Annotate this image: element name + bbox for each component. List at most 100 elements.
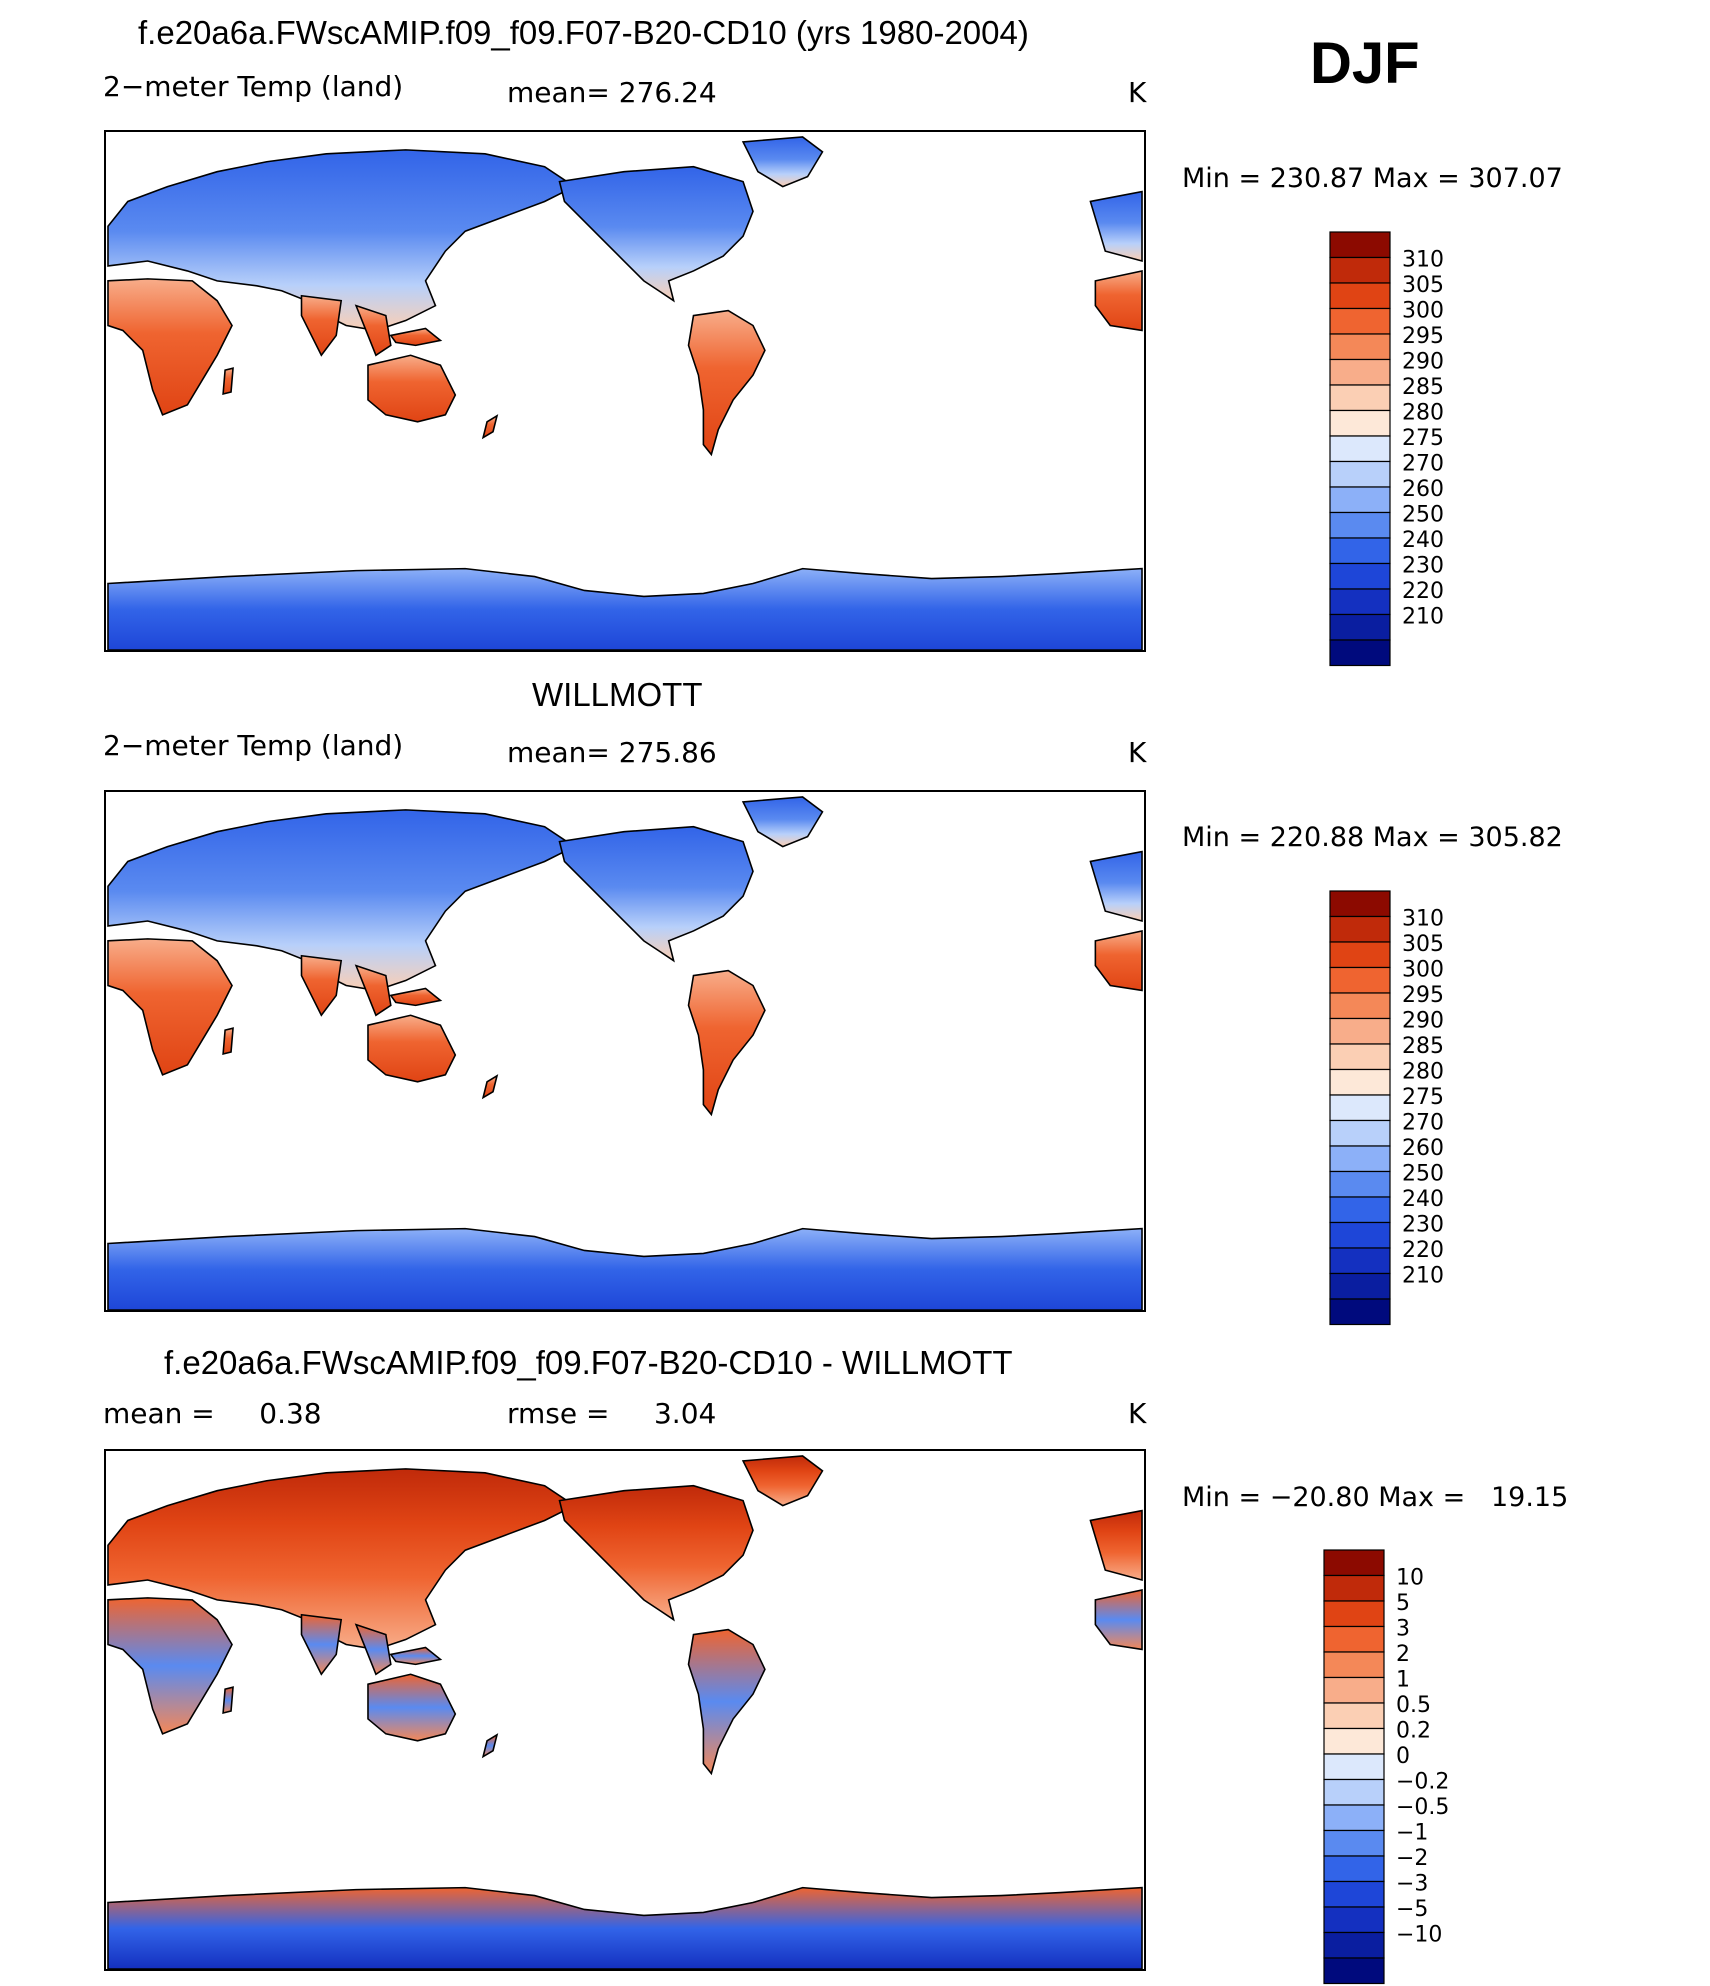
new-zealand	[481, 1733, 499, 1759]
colorbar-tick-label: 250	[1402, 503, 1444, 528]
greenland	[741, 136, 824, 188]
india-peninsula	[300, 294, 343, 357]
colorbar-swatch	[1323, 1778, 1385, 1806]
antarctica-landmass	[107, 1886, 1143, 1969]
panel-3-map-canvas	[107, 1455, 1143, 1969]
colorbar-swatch	[1329, 384, 1391, 412]
colorbar-swatch	[1329, 992, 1391, 1020]
colorbar-swatch	[1329, 231, 1391, 259]
panel-1-variable-label: 2−meter Temp (land)	[103, 70, 404, 103]
india-peninsula	[300, 1613, 343, 1676]
colorbar-swatch	[1323, 1880, 1385, 1908]
colorbar-swatch	[1329, 256, 1391, 284]
panel-1-title: f.e20a6a.FWscAMIP.f09_f09.F07-B20-CD10 (…	[138, 14, 1029, 51]
panel-2-units: K	[1128, 736, 1147, 769]
southeast-asia	[354, 1623, 392, 1676]
panel-3-colorbar: 10 5 3 2 1 0.5 0.2 0 −0.2 −0.5 −1 −2 −3 −5 −10	[1322, 1548, 1472, 1986]
colorbar-swatch	[1329, 1272, 1391, 1300]
colorbar-swatch	[1329, 1017, 1391, 1045]
madagascar	[222, 1686, 234, 1715]
colorbar-swatch	[1329, 941, 1391, 969]
colorbar-tick-label: 275	[1402, 1085, 1444, 1110]
colorbar-tick-label: 260	[1402, 1136, 1444, 1161]
panel-2-variable-label: 2−meter Temp (land)	[103, 729, 404, 762]
colorbar-swatch	[1323, 1625, 1385, 1653]
colorbar-tick-label: 250	[1402, 1162, 1444, 1187]
colorbar-tick-label: 300	[1402, 299, 1444, 324]
colorbar-swatch	[1329, 562, 1391, 590]
colorbar-tick-label: −1	[1396, 1821, 1428, 1846]
panel-1-units: K	[1128, 76, 1147, 109]
colorbar-swatch	[1329, 282, 1391, 310]
colorbar-tick-label: −0.5	[1396, 1795, 1449, 1820]
colorbar-tick-label: 220	[1402, 1238, 1444, 1263]
colorbar-tick-label: 2	[1396, 1642, 1410, 1667]
colorbar-tick-label: 305	[1402, 273, 1444, 298]
colorbar-tick-label: 210	[1402, 605, 1444, 630]
colorbar-tick-label: 295	[1402, 983, 1444, 1008]
colorbar-swatch	[1323, 1906, 1385, 1934]
south-america-landmass	[687, 1628, 766, 1776]
colorbar-tick-label: 0.2	[1396, 1719, 1431, 1744]
antarctica-landmass	[107, 1227, 1143, 1310]
colorbar-swatch	[1323, 1727, 1385, 1755]
australia-landmass	[367, 1014, 457, 1083]
panel-2-map	[104, 790, 1146, 1312]
north-america-landmass	[558, 165, 754, 303]
colorbar-swatch	[1323, 1753, 1385, 1781]
panel-1-map-canvas	[107, 136, 1143, 650]
africa-landmass	[107, 938, 233, 1076]
indonesia	[389, 1646, 443, 1666]
madagascar	[222, 1027, 234, 1056]
south-america-landmass	[687, 969, 766, 1117]
colorbar-swatch	[1323, 1574, 1385, 1602]
australia-landmass	[367, 1673, 457, 1742]
colorbar-swatch	[1329, 409, 1391, 437]
colorbar-tick-label: −5	[1396, 1897, 1428, 1922]
colorbar-tick-label: 275	[1402, 426, 1444, 451]
west-africa-edge	[1094, 929, 1143, 992]
africa-landmass	[107, 278, 233, 416]
colorbar-tick-label: 240	[1402, 1187, 1444, 1212]
panel-2-mean-label: mean= 275.86	[507, 736, 717, 769]
colorbar-tick-label: 290	[1402, 350, 1444, 375]
colorbar-tick-label: 270	[1402, 1111, 1444, 1136]
colorbar-tick-label: 260	[1402, 477, 1444, 502]
panel-3-units: K	[1128, 1397, 1147, 1430]
season-label: DJF	[1310, 31, 1420, 96]
colorbar-tick-label: 290	[1402, 1009, 1444, 1034]
panel-1-colorbar-svg: 3103053002952902852802752702602502402302…	[1329, 231, 1444, 667]
indonesia	[389, 327, 443, 347]
panel-3-mean-label: mean = 0.38	[103, 1397, 322, 1430]
panel-3-map	[104, 1449, 1146, 1971]
colorbar-tick-label: 240	[1402, 528, 1444, 553]
panel-2-range-label: Min = 220.88 Max = 305.82	[1182, 822, 1563, 853]
new-zealand	[481, 414, 499, 440]
colorbar-tick-label: 220	[1402, 579, 1444, 604]
colorbar-swatch	[1329, 1221, 1391, 1249]
colorbar-swatch	[1329, 966, 1391, 994]
colorbar-tick-label: 3	[1396, 1617, 1410, 1642]
colorbar-tick-label: −0.2	[1396, 1770, 1449, 1795]
colorbar-swatch	[1323, 1829, 1385, 1857]
india-peninsula	[300, 954, 343, 1017]
colorbar-swatch	[1329, 1094, 1391, 1122]
colorbar-swatch	[1329, 511, 1391, 539]
colorbar-swatch	[1329, 435, 1391, 463]
panel-3-rmse-label: rmse = 3.04	[507, 1397, 717, 1430]
south-america-landmass	[687, 309, 766, 457]
colorbar-swatch	[1323, 1855, 1385, 1883]
colorbar-tick-label: 285	[1402, 375, 1444, 400]
colorbar-swatch	[1323, 1931, 1385, 1959]
west-africa-edge	[1094, 269, 1143, 332]
africa-landmass	[107, 1597, 233, 1735]
colorbar-tick-label: 270	[1402, 452, 1444, 477]
eurasia-landmass	[107, 149, 576, 332]
colorbar-swatch	[1329, 333, 1391, 361]
colorbar-swatch	[1323, 1549, 1385, 1577]
west-africa-edge	[1094, 1588, 1143, 1651]
colorbar-swatch	[1329, 1196, 1391, 1224]
australia-landmass	[367, 354, 457, 423]
greenland	[741, 1455, 824, 1507]
